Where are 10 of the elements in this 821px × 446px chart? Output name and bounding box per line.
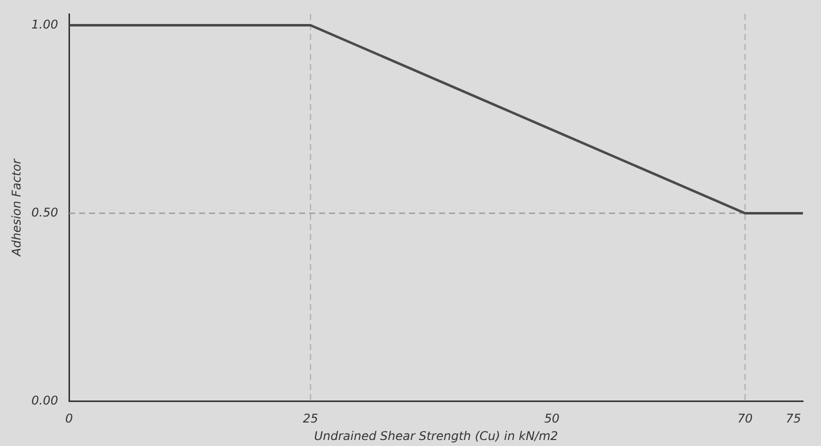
y-tick-label: 0.00 [31, 393, 58, 408]
y-tick-label: 0.50 [31, 205, 58, 220]
x-tick-label: 70 [737, 412, 754, 426]
x-tick-label: 25 [302, 412, 318, 426]
x-tick-label: 50 [544, 412, 560, 426]
x-tick-label: 0 [65, 412, 74, 426]
y-axis-title: Adhesion Factor [9, 158, 24, 258]
y-tick-label: 1.00 [31, 17, 58, 32]
x-axis-title: Undrained Shear Strength (Cu) in kN/m2 [314, 428, 558, 443]
x-tick-label: 75 [786, 412, 801, 426]
